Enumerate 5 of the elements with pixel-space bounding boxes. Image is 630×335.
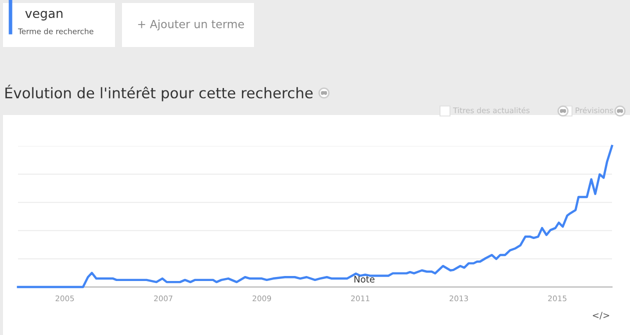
chart-title: Évolution de l'intérêt pour cette recherche	[5, 84, 313, 102]
text: vegan	[25, 10, 62, 20]
text: </>	[592, 312, 610, 320]
annotation: Note	[354, 276, 374, 283]
text: + Ajouter un terme	[138, 20, 244, 30]
